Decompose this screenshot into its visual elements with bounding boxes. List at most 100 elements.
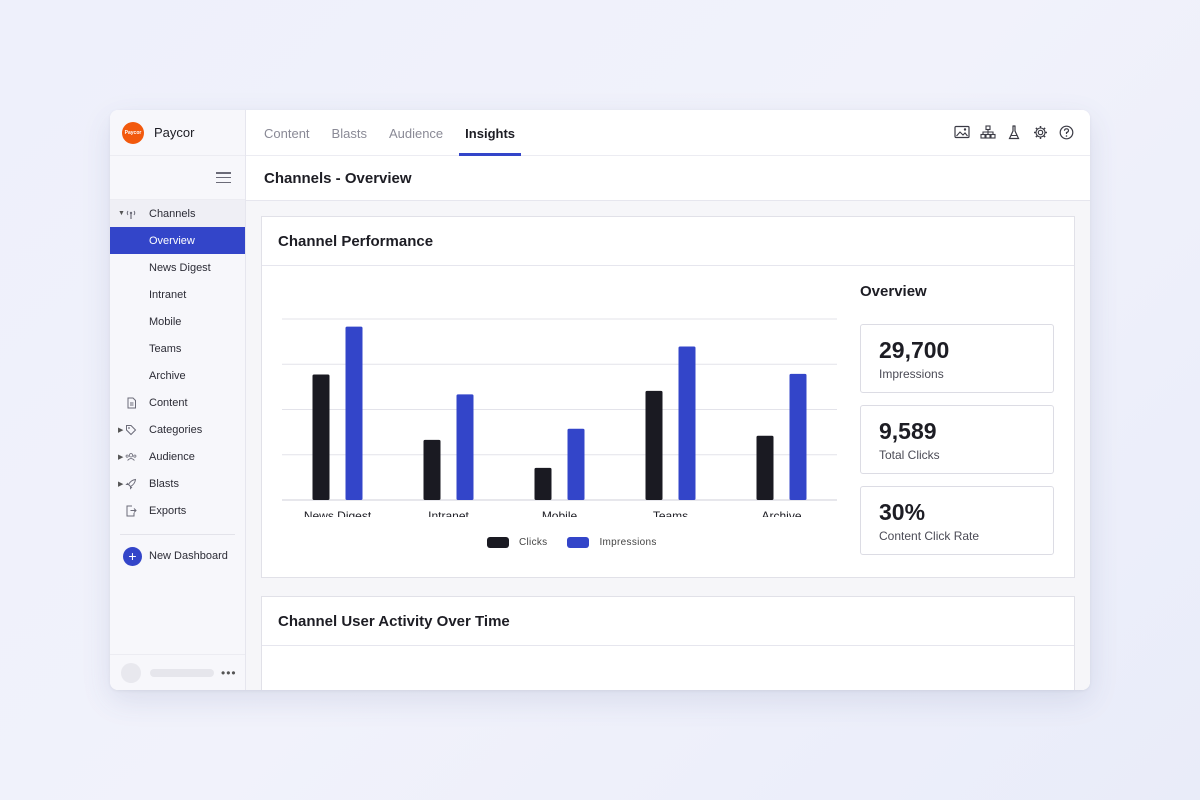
paycor-logo: Paycor bbox=[122, 121, 144, 144]
stat-value: 30% bbox=[879, 499, 926, 525]
bar-clicks-teams[interactable] bbox=[645, 390, 663, 500]
more-options-icon[interactable]: ••• bbox=[221, 665, 237, 680]
x-tick-label: Intranet bbox=[428, 509, 469, 517]
antenna-icon bbox=[125, 208, 137, 220]
sidebar-item-content[interactable]: Content bbox=[110, 389, 245, 416]
overview-title: Overview bbox=[860, 283, 927, 300]
bar-clicks-mobile[interactable] bbox=[534, 467, 552, 500]
tab-audience[interactable]: Audience bbox=[388, 125, 444, 141]
sidebar-item-label: Exports bbox=[149, 504, 187, 517]
stat-value: 29,700 bbox=[879, 337, 950, 363]
sidebar-nav: ▼ Channels Overview News Digest Intranet… bbox=[110, 200, 245, 571]
app-window: Paycor Paycor ▼ Channels Overview News D… bbox=[110, 110, 1090, 690]
legend-label: Impressions bbox=[599, 537, 657, 548]
tab-blasts[interactable]: Blasts bbox=[331, 125, 367, 141]
brand-name: Paycor bbox=[154, 125, 195, 140]
image-icon[interactable] bbox=[954, 124, 970, 140]
x-tick-label: News Digest bbox=[304, 509, 372, 517]
sidebar-item-audience[interactable]: ▶ Audience bbox=[110, 443, 245, 470]
legend-swatch-clicks bbox=[487, 537, 509, 548]
new-dashboard-button[interactable]: + New Dashboard bbox=[110, 541, 245, 571]
x-tick-label: Teams bbox=[653, 509, 688, 517]
bar-clicks-news-digest[interactable] bbox=[312, 374, 330, 500]
sidebar-item-label: Content bbox=[149, 396, 188, 409]
sidebar-item-label: Overview bbox=[149, 234, 195, 247]
stat-label: Content Click Rate bbox=[879, 529, 980, 543]
user-name-placeholder bbox=[150, 668, 214, 677]
legend-item-clicks[interactable]: Clicks bbox=[487, 537, 547, 548]
plus-icon: + bbox=[123, 546, 142, 566]
legend-item-impressions[interactable]: Impressions bbox=[567, 537, 656, 548]
stat-card-click-rate: 30% Content Click Rate bbox=[860, 486, 1054, 555]
caret-right-icon: ▶ bbox=[118, 480, 124, 488]
caret-right-icon: ▶ bbox=[118, 453, 124, 461]
tab-insights[interactable]: Insights bbox=[459, 110, 521, 156]
bar-clicks-intranet[interactable] bbox=[423, 439, 441, 500]
rocket-icon bbox=[125, 478, 137, 490]
channel-performance-chart: News Digest Intranet Mobile Teams Archive Cl… bbox=[272, 277, 842, 577]
x-tick-label: Archive bbox=[761, 509, 801, 517]
bar-clicks-archive[interactable] bbox=[756, 435, 774, 500]
sidebar-item-label: Archive bbox=[149, 369, 186, 382]
sidebar-item-intranet[interactable]: Intranet bbox=[110, 281, 245, 308]
help-icon[interactable] bbox=[1058, 124, 1074, 140]
chart-legend: Clicks Impressions bbox=[487, 537, 657, 548]
sidebar-item-label: Categories bbox=[149, 423, 203, 436]
sidebar-item-label: Blasts bbox=[149, 477, 179, 490]
gear-icon[interactable] bbox=[1032, 124, 1048, 140]
card-title: Channel User Activity Over Time bbox=[262, 597, 1074, 646]
legend-swatch-impressions bbox=[567, 537, 590, 548]
x-tick-label: Mobile bbox=[542, 509, 578, 517]
avatar bbox=[121, 662, 141, 683]
sidebar-item-label: Teams bbox=[149, 342, 182, 355]
sidebar-item-label: News Digest bbox=[149, 261, 211, 274]
sidebar: Paycor Paycor ▼ Channels Overview News D… bbox=[110, 110, 246, 690]
sitemap-icon[interactable] bbox=[980, 124, 996, 140]
bar-impressions-news-digest[interactable] bbox=[345, 326, 363, 500]
stat-label: Total Clicks bbox=[879, 448, 940, 462]
bar-impressions-mobile[interactable] bbox=[567, 428, 585, 500]
main-content: Channel Performance News Digest Intranet M… bbox=[246, 201, 1090, 690]
sidebar-item-label: Mobile bbox=[149, 315, 182, 328]
menu-row bbox=[110, 156, 245, 200]
flask-icon[interactable] bbox=[1006, 124, 1022, 140]
stat-value: 9,589 bbox=[879, 418, 937, 444]
sidebar-item-mobile[interactable]: Mobile bbox=[110, 308, 245, 335]
brand[interactable]: Paycor Paycor bbox=[110, 110, 245, 156]
caret-right-icon: ▶ bbox=[118, 426, 124, 434]
document-icon bbox=[125, 397, 137, 409]
divider bbox=[120, 534, 235, 535]
sidebar-item-teams[interactable]: Teams bbox=[110, 335, 245, 362]
channel-performance-card: Channel Performance News Digest Intranet M… bbox=[261, 216, 1075, 578]
channel-activity-card: Channel User Activity Over Time bbox=[261, 596, 1075, 690]
sidebar-item-archive[interactable]: Archive bbox=[110, 362, 245, 389]
sidebar-item-categories[interactable]: ▶ Categories bbox=[110, 416, 245, 443]
page-header: Channels - Overview bbox=[246, 156, 1090, 201]
bar-chart: News Digest Intranet Mobile Teams Archive bbox=[282, 318, 837, 523]
sidebar-item-news-digest[interactable]: News Digest bbox=[110, 254, 245, 281]
bar-impressions-archive[interactable] bbox=[789, 373, 807, 500]
stat-label: Impressions bbox=[879, 367, 944, 381]
page-title: Channels - Overview bbox=[264, 169, 412, 187]
hamburger-menu-icon[interactable] bbox=[216, 172, 231, 183]
sidebar-item-label: Audience bbox=[149, 450, 195, 463]
sidebar-item-label: Channels bbox=[149, 207, 196, 220]
sidebar-item-exports[interactable]: Exports bbox=[110, 497, 245, 524]
bar-impressions-intranet[interactable] bbox=[456, 394, 474, 500]
tag-icon bbox=[125, 424, 137, 436]
caret-down-icon: ▼ bbox=[118, 210, 125, 217]
bar-impressions-teams[interactable] bbox=[678, 346, 696, 500]
sidebar-item-overview[interactable]: Overview bbox=[110, 227, 245, 254]
new-dashboard-label: New Dashboard bbox=[149, 550, 228, 562]
user-menu[interactable]: ••• bbox=[110, 654, 245, 690]
toolbar-icons bbox=[954, 124, 1074, 140]
sidebar-item-blasts[interactable]: ▶ Blasts bbox=[110, 470, 245, 497]
top-nav: Content Blasts Audience Insights bbox=[246, 110, 1090, 156]
sidebar-item-channels[interactable]: ▼ Channels bbox=[110, 200, 245, 227]
people-icon bbox=[125, 451, 137, 463]
tab-bar: Content Blasts Audience Insights bbox=[264, 110, 537, 156]
overview-panel: Overview 29,700 Impressions 9,589 Total … bbox=[860, 277, 1054, 555]
stat-card-impressions: 29,700 Impressions bbox=[860, 324, 1054, 393]
export-icon bbox=[125, 505, 137, 517]
tab-content[interactable]: Content bbox=[264, 125, 310, 141]
